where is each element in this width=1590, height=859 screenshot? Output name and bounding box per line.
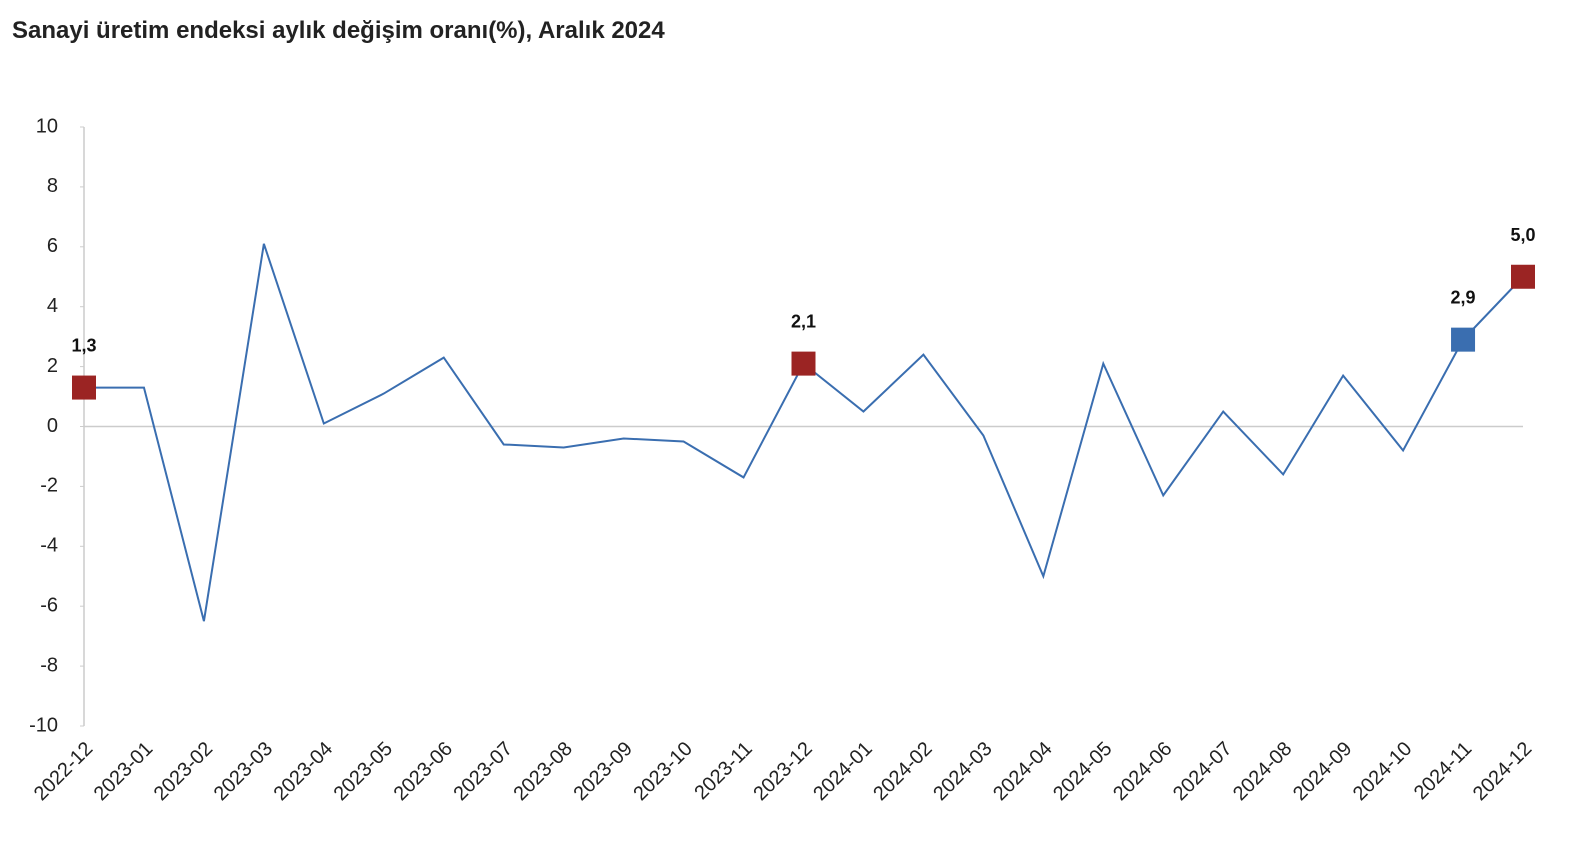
x-tick-label: 2024-06 xyxy=(1109,738,1176,805)
x-tick-label: 2024-02 xyxy=(869,738,936,805)
y-tick-label: -8 xyxy=(40,654,58,676)
y-tick-label: 6 xyxy=(47,235,58,257)
y-tick-label: 2 xyxy=(47,355,58,377)
y-tick-label: -10 xyxy=(29,714,58,736)
x-tick-label: 2023-05 xyxy=(330,738,397,805)
x-tick-label: 2024-09 xyxy=(1289,738,1356,805)
data-label: 1,3 xyxy=(71,336,96,356)
x-tick-label: 2023-06 xyxy=(390,738,457,805)
line-series xyxy=(84,243,1524,622)
y-tick-label: -2 xyxy=(40,475,58,497)
x-tick-label: 2024-11 xyxy=(1410,738,1476,804)
x-tick-label: 2023-11 xyxy=(690,738,756,804)
x-tick-label: 2023-09 xyxy=(569,738,636,805)
x-tick-label: 2023-02 xyxy=(150,738,217,805)
data-label: 2,9 xyxy=(1451,288,1476,308)
y-tick-label: 4 xyxy=(47,295,58,317)
y-tick-label: 0 xyxy=(47,415,58,437)
y-tick-label: 10 xyxy=(36,115,58,137)
x-tick-label: 2024-07 xyxy=(1169,738,1236,805)
x-tick-label: 2024-03 xyxy=(929,738,996,805)
x-tick-label: 2023-03 xyxy=(210,738,277,805)
highlight-marker xyxy=(791,351,816,376)
chart-title: Sanayi üretim endeksi aylık değişim oran… xyxy=(12,17,665,44)
x-tick-label: 2023-07 xyxy=(450,738,517,805)
x-tick-label: 2023-08 xyxy=(509,738,576,805)
highlight-marker xyxy=(72,375,96,400)
x-tick-label: 2024-10 xyxy=(1349,738,1416,805)
x-tick-label: 2024-12 xyxy=(1469,738,1536,805)
y-tick-label: -6 xyxy=(40,594,58,616)
x-tick-label: 2024-04 xyxy=(989,738,1056,805)
x-tick-label: 2023-04 xyxy=(270,738,337,805)
x-tick-label: 2022-12 xyxy=(30,738,97,805)
data-label: 5,0 xyxy=(1510,225,1535,245)
x-tick-label: 2024-05 xyxy=(1049,738,1116,805)
y-tick-label: 8 xyxy=(47,175,58,197)
x-tick-label: 2023-12 xyxy=(749,738,816,805)
data-label: 2,1 xyxy=(791,312,816,332)
highlight-marker xyxy=(1511,264,1535,289)
x-tick-label: 2023-10 xyxy=(629,738,696,805)
y-tick-label: -4 xyxy=(40,535,58,557)
x-tick-label: 2024-01 xyxy=(809,738,876,805)
highlight-marker xyxy=(1451,327,1476,352)
x-tick-label: 2023-01 xyxy=(90,738,157,805)
x-tick-label: 2024-08 xyxy=(1229,738,1296,805)
